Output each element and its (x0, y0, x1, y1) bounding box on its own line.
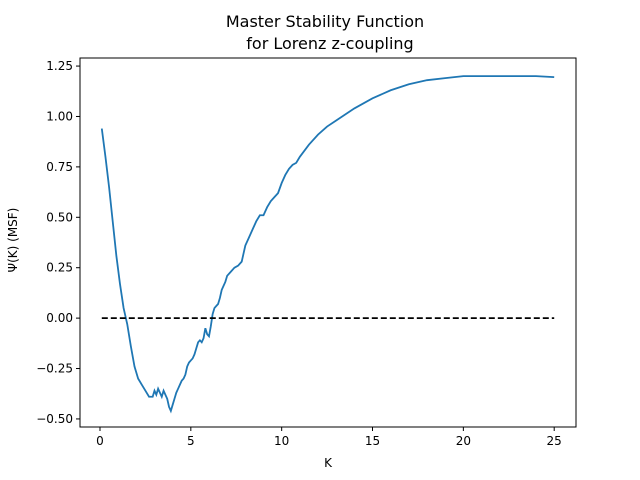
x-tick-label: 25 (547, 434, 562, 448)
x-tick-label: 5 (187, 434, 195, 448)
y-tick-label: 1.00 (46, 109, 73, 123)
x-tick-label: 15 (365, 434, 380, 448)
x-axis-label: K (324, 456, 333, 470)
y-axis-label: Ψ(K) (MSF) (6, 208, 20, 273)
y-tick-label: 0.75 (46, 160, 73, 174)
y-tick-label: −0.50 (36, 412, 73, 426)
chart-title-line1: Master Stability Function (226, 12, 424, 31)
x-tick-label: 20 (456, 434, 471, 448)
plot-area (100, 75, 555, 414)
msf-series-line (100, 75, 555, 414)
y-tick-label: 0.50 (46, 210, 73, 224)
y-tick-label: −0.25 (36, 362, 73, 376)
y-tick-label: 0.00 (46, 311, 73, 325)
axes-frame (79, 57, 577, 428)
y-tick-label: 1.25 (46, 59, 73, 73)
x-tick-label: 10 (274, 434, 289, 448)
x-tick-label: 0 (96, 434, 104, 448)
axis-ticks: 0 5 10 15 20 25 −0.50 −0.25 0.00 0.25 0.50 0.75 1.00… (36, 59, 562, 448)
chart-title-line2: for Lorenz z-coupling (246, 34, 413, 53)
y-tick-label: 0.25 (46, 261, 73, 275)
